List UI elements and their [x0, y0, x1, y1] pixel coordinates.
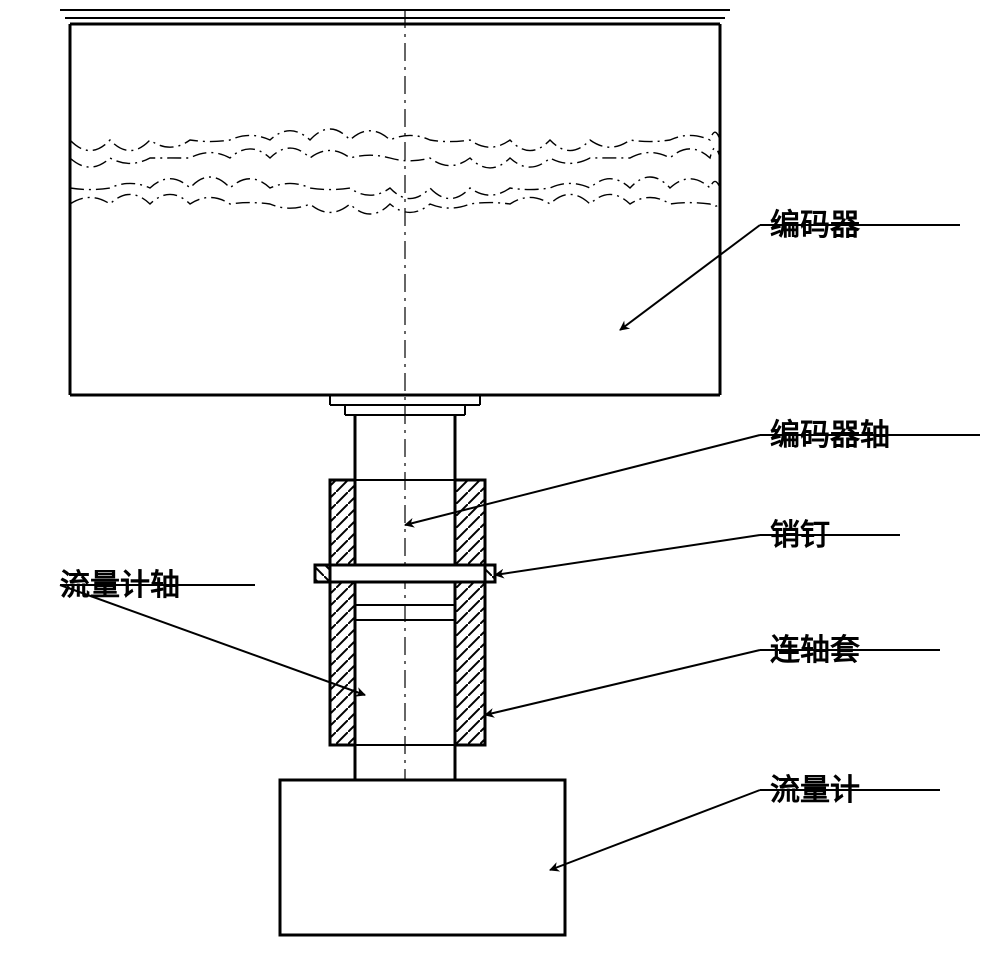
mechanical-diagram: 编码器编码器轴销钉流量计轴连轴套流量计 — [0, 0, 1000, 954]
label-flow_axis: 流量计轴 — [60, 569, 180, 602]
label-coupling: 连轴套 — [770, 634, 860, 667]
label-pin: 销钉 — [770, 519, 830, 552]
label-encoder: 编码器 — [770, 208, 861, 242]
label-flow_meter: 流量计 — [770, 774, 860, 807]
label-encoder_axis: 编码器轴 — [770, 418, 890, 452]
